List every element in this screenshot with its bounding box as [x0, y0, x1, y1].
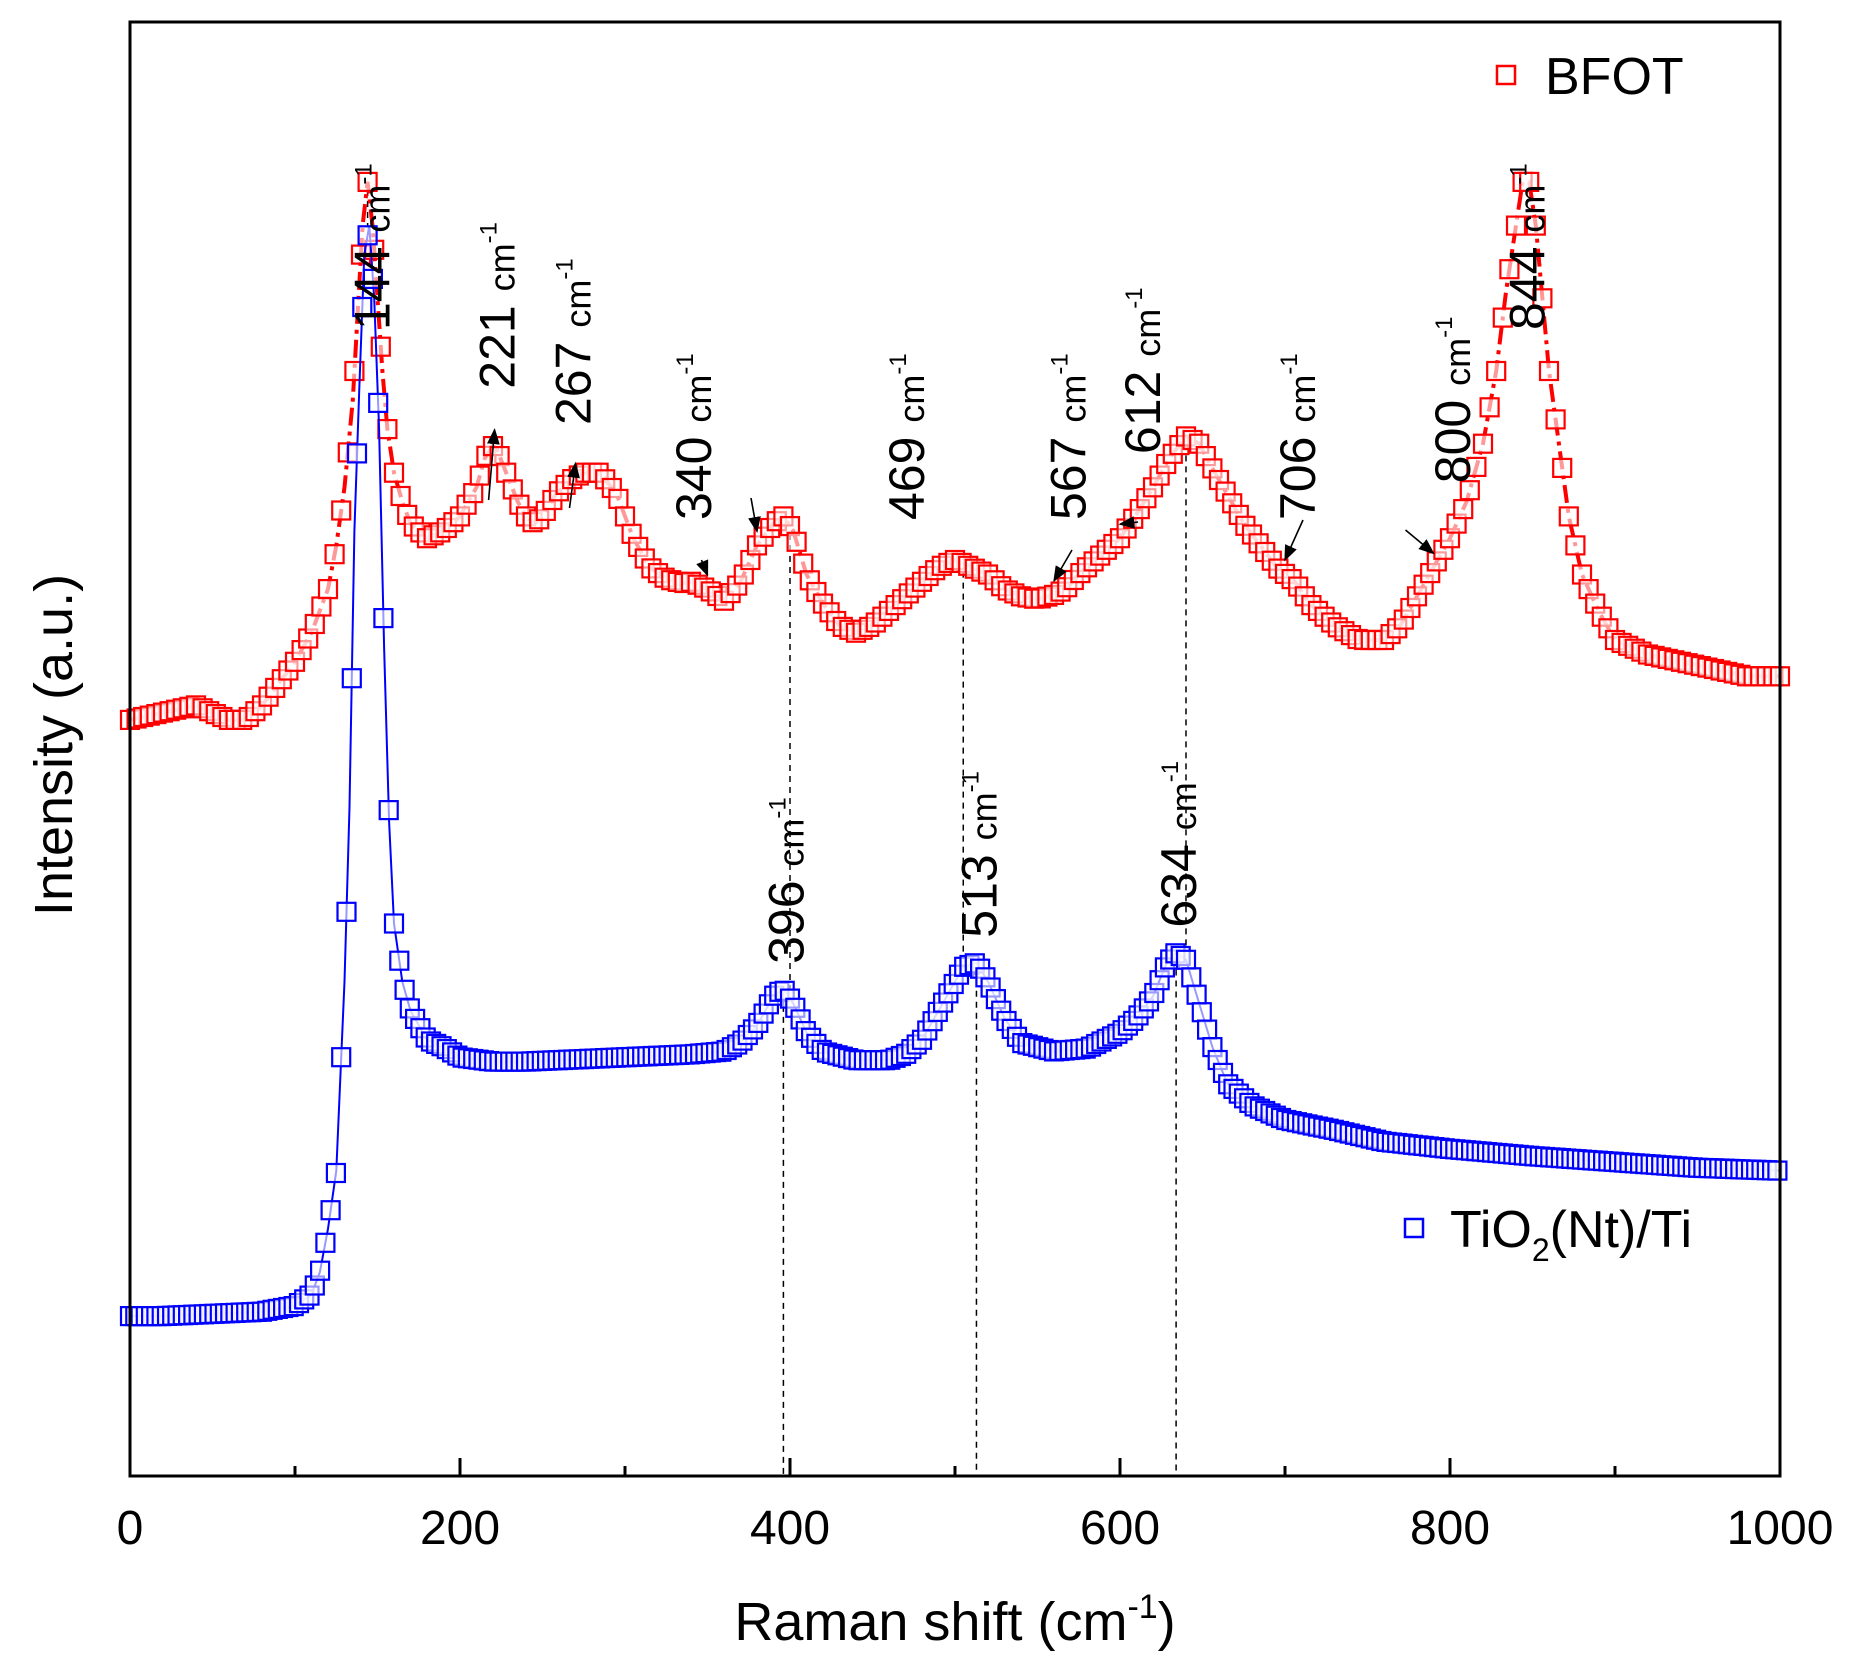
data-point-bfot [469, 465, 490, 486]
y-axis-label: Intensity (a.u.) [24, 574, 84, 916]
peak-label-340: 340 cm-1 [666, 353, 722, 520]
peak-label-221: 221 cm-1 [470, 222, 526, 389]
data-point-bfot [1499, 259, 1520, 280]
data-point-tio2 [378, 799, 399, 821]
data-point-tio2 [1181, 967, 1202, 988]
data-point-bfot [324, 544, 345, 565]
data-point-bfot [1492, 307, 1513, 328]
legend-bfot-marker [1495, 64, 1517, 86]
data-point-tio2 [383, 913, 405, 934]
data-point-bfot [317, 578, 339, 600]
data-point-tio2 [1186, 984, 1207, 1005]
data-point-bfot [1532, 288, 1553, 309]
data-point-tio2 [341, 668, 362, 689]
data-point-tio2 [373, 607, 394, 629]
series-layer [119, 171, 1791, 1327]
peak-label-144: 144 cm-1 [345, 163, 401, 330]
data-point-bfot [793, 553, 814, 574]
data-point-bfot [1453, 499, 1474, 520]
x-tick-label: 200 [420, 1502, 500, 1555]
data-point-tio2 [320, 1200, 341, 1221]
peak-label-567: 567 cm-1 [1041, 353, 1097, 520]
data-point-tio2 [394, 979, 415, 1000]
annotation-arrow [748, 497, 761, 533]
data-point-tio2 [336, 901, 357, 922]
annotation-arrow [1118, 516, 1139, 529]
data-point-bfot [1479, 397, 1500, 418]
peak-label-844: 844 cm-1 [1500, 163, 1556, 330]
data-point-bfot [1505, 215, 1527, 236]
peak-label-800: 800 cm-1 [1425, 317, 1481, 484]
reference-lines [366, 189, 1187, 1476]
data-point-tio2 [362, 268, 383, 289]
data-point-bfot [331, 500, 352, 521]
annotation-arrow [1284, 519, 1304, 562]
x-tick-label: 0 [117, 1502, 144, 1555]
peak-label-706: 706 cm-1 [1270, 353, 1326, 520]
data-point-bfot [608, 488, 629, 509]
data-point-bfot [304, 613, 325, 635]
data-point-bfot [1558, 506, 1579, 527]
annotation-arrows [486, 428, 1435, 583]
data-point-bfot [1472, 433, 1494, 454]
x-tick-label: 600 [1080, 1502, 1160, 1555]
annotation-arrow [696, 559, 709, 577]
legend-tio2-label: TiO2(Nt)/Ti [1450, 1201, 1692, 1268]
x-tick-label: 400 [750, 1502, 830, 1555]
data-point-bfot [370, 336, 391, 357]
peak-label-396: 396 cm-1 [758, 797, 814, 964]
data-point-bfot [1486, 360, 1507, 382]
annotation-arrow [1404, 529, 1435, 555]
data-point-bfot [1459, 480, 1480, 501]
data-point-tio2 [346, 443, 368, 464]
data-point-bfot [614, 506, 636, 527]
annotation-arrow [486, 428, 500, 501]
data-point-bfot [1519, 171, 1540, 192]
data-point-bfot [1538, 360, 1560, 382]
data-point-tio2 [389, 950, 410, 971]
legend-bfot-label: BFOT [1545, 48, 1684, 106]
data-point-tio2 [310, 1260, 331, 1281]
data-point-bfot [311, 596, 332, 617]
peak-label-469: 469 cm-1 [879, 353, 935, 520]
x-tick-label: 1000 [1727, 1502, 1834, 1555]
data-point-bfot [463, 483, 484, 504]
data-point-bfot [496, 462, 517, 483]
data-point-bfot [1565, 535, 1586, 556]
x-axis-label: Raman shift (cm-1) [734, 1588, 1175, 1652]
data-point-tio2 [368, 392, 389, 413]
data-point-bfot [1466, 456, 1487, 477]
peak-label-634: 634 cm-1 [1151, 761, 1207, 928]
data-point-bfot [786, 531, 807, 552]
data-point-bfot [1525, 215, 1546, 236]
x-tick-label: 800 [1410, 1502, 1490, 1555]
annotation-arrow [567, 461, 580, 509]
legend-bfot: BFOT [1495, 48, 1684, 106]
data-point-tio2 [1196, 1019, 1218, 1040]
data-point-bfot [377, 419, 398, 440]
data-point-tio2 [357, 225, 378, 246]
peak-annotations: 144 cm-1 221 cm-1 267 cm-1 340 cm-1 469 cm-1… [345, 163, 1556, 964]
peak-label-612: 612 cm-1 [1115, 287, 1171, 454]
data-point-tio2 [1191, 1002, 1212, 1023]
annotation-arrow [1053, 549, 1073, 583]
data-point-tio2 [1175, 949, 1197, 970]
data-point-tio2 [315, 1232, 336, 1253]
data-point-bfot [383, 462, 405, 483]
data-point-tio2 [325, 1162, 346, 1184]
x-axis-ticks: 0 200 400 600 800 1000 [117, 1458, 1834, 1555]
legend-tio2-marker [1403, 1217, 1425, 1239]
peak-label-267: 267 cm-1 [546, 258, 602, 425]
data-point-tio2 [352, 296, 373, 318]
data-point-bfot [390, 485, 411, 507]
data-point-bfot [357, 171, 378, 192]
data-point-bfot [1545, 409, 1566, 430]
legend-tio2: TiO2(Nt)/Ti [1403, 1201, 1692, 1268]
peak-label-513: 513 cm-1 [952, 771, 1008, 938]
data-point-bfot [1552, 457, 1573, 478]
data-point-tio2 [331, 1047, 352, 1068]
data-point-tio2 [1767, 1160, 1788, 1181]
